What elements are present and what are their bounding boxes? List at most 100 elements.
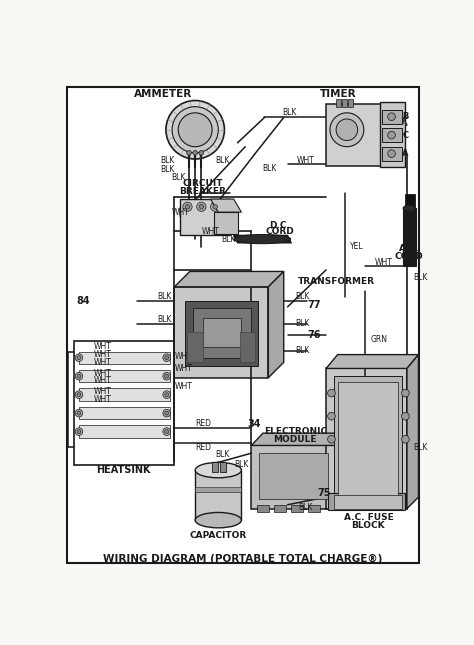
- Text: BLOCK: BLOCK: [352, 521, 385, 530]
- Bar: [203, 317, 241, 347]
- Circle shape: [213, 204, 218, 209]
- Bar: [220, 462, 226, 471]
- Text: WHT: WHT: [174, 364, 192, 373]
- Circle shape: [178, 113, 212, 146]
- Text: CORD: CORD: [395, 252, 424, 261]
- Circle shape: [185, 204, 190, 209]
- Text: WHT: WHT: [94, 376, 112, 385]
- Text: MODULE: MODULE: [273, 435, 317, 444]
- Text: 84: 84: [77, 295, 91, 306]
- Bar: [193, 308, 251, 359]
- Circle shape: [187, 150, 191, 155]
- Bar: [342, 99, 347, 106]
- Text: WHT: WHT: [94, 368, 112, 377]
- Circle shape: [165, 430, 169, 433]
- Text: 34: 34: [248, 419, 261, 429]
- Bar: [257, 505, 269, 512]
- Text: RED: RED: [195, 442, 211, 451]
- Text: BLK: BLK: [413, 442, 428, 451]
- Polygon shape: [174, 287, 268, 378]
- Text: GRN: GRN: [371, 454, 388, 463]
- Polygon shape: [234, 235, 292, 243]
- Ellipse shape: [403, 205, 415, 212]
- Polygon shape: [407, 355, 419, 509]
- Text: TIMER: TIMER: [320, 90, 356, 99]
- Text: BLK: BLK: [157, 315, 172, 324]
- Circle shape: [163, 428, 171, 435]
- Text: A: A: [402, 149, 409, 158]
- Bar: [195, 470, 241, 520]
- Bar: [380, 102, 405, 168]
- Text: A.C.: A.C.: [399, 244, 419, 253]
- Circle shape: [163, 372, 171, 380]
- Bar: [74, 341, 174, 466]
- Text: B: B: [402, 112, 409, 121]
- Circle shape: [328, 412, 335, 420]
- Circle shape: [163, 391, 171, 399]
- Ellipse shape: [195, 512, 241, 528]
- Text: BLK: BLK: [215, 450, 229, 459]
- Bar: [336, 99, 341, 106]
- Polygon shape: [180, 199, 230, 235]
- Circle shape: [401, 389, 409, 397]
- Circle shape: [401, 412, 409, 420]
- Circle shape: [183, 202, 192, 212]
- Circle shape: [193, 150, 198, 155]
- Circle shape: [77, 393, 81, 397]
- Circle shape: [165, 356, 169, 360]
- Circle shape: [328, 389, 335, 397]
- Circle shape: [75, 391, 83, 399]
- Text: BLK: BLK: [160, 165, 174, 174]
- Polygon shape: [174, 272, 284, 287]
- Text: BLK: BLK: [215, 156, 229, 165]
- Circle shape: [199, 204, 204, 209]
- Text: A: A: [343, 128, 351, 138]
- Circle shape: [336, 119, 358, 141]
- Text: WHT: WHT: [94, 342, 112, 352]
- Polygon shape: [337, 433, 349, 509]
- Circle shape: [165, 374, 169, 378]
- Text: BLK: BLK: [160, 156, 174, 165]
- Circle shape: [77, 374, 81, 378]
- Text: BREAKER: BREAKER: [180, 187, 226, 196]
- Polygon shape: [251, 433, 349, 446]
- Text: BLK: BLK: [295, 346, 310, 355]
- Polygon shape: [326, 104, 384, 166]
- Circle shape: [75, 354, 83, 362]
- Circle shape: [163, 354, 171, 362]
- Text: BLK: BLK: [157, 292, 172, 301]
- Text: YEL: YEL: [350, 243, 364, 252]
- Bar: [328, 493, 405, 510]
- Bar: [185, 301, 258, 366]
- Circle shape: [77, 356, 81, 360]
- Text: WHT: WHT: [174, 382, 192, 392]
- Text: A.C. FUSE: A.C. FUSE: [344, 513, 393, 522]
- Bar: [195, 487, 241, 491]
- Text: 77: 77: [308, 299, 321, 310]
- Polygon shape: [251, 446, 337, 509]
- Text: RED: RED: [195, 419, 211, 428]
- Text: GRN: GRN: [371, 335, 388, 344]
- Text: WHT: WHT: [94, 350, 112, 359]
- Text: AMMETER: AMMETER: [134, 90, 192, 99]
- Text: 76: 76: [308, 330, 321, 341]
- Bar: [383, 110, 401, 124]
- Bar: [348, 99, 353, 106]
- Text: WIRING DIAGRAM (PORTABLE TOTAL CHARGE®): WIRING DIAGRAM (PORTABLE TOTAL CHARGE®): [103, 553, 383, 564]
- Circle shape: [165, 412, 169, 415]
- Text: WHT: WHT: [375, 258, 393, 266]
- Circle shape: [166, 101, 225, 159]
- Bar: [334, 376, 401, 501]
- Bar: [79, 426, 170, 438]
- Bar: [212, 462, 219, 471]
- Text: TRANSFORMER: TRANSFORMER: [298, 277, 374, 286]
- Bar: [334, 495, 401, 509]
- Polygon shape: [268, 272, 284, 378]
- Text: BLK: BLK: [413, 273, 428, 282]
- Bar: [383, 146, 401, 161]
- Polygon shape: [326, 355, 419, 368]
- Text: BLK: BLK: [393, 117, 408, 126]
- Circle shape: [388, 113, 395, 121]
- Circle shape: [172, 106, 219, 153]
- Text: D.C.: D.C.: [269, 221, 290, 230]
